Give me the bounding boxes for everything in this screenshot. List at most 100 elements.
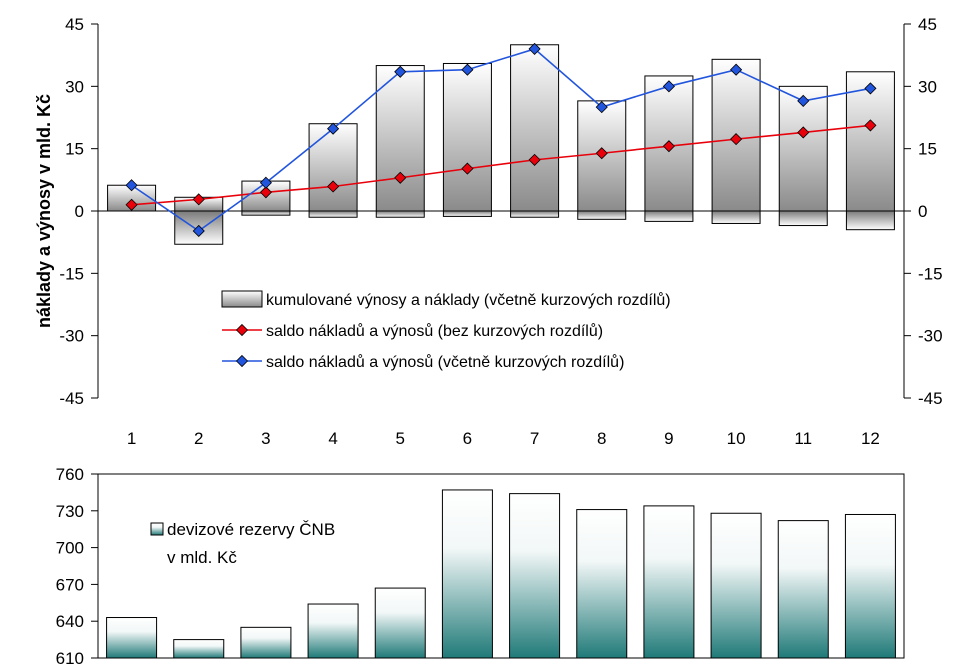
bar-negative [711, 210, 761, 224]
bar-positive [510, 44, 560, 212]
y-tick-label-right: -15 [918, 264, 943, 283]
y-tick-label: 760 [56, 465, 84, 484]
bar-positive [778, 85, 828, 212]
bar-negative [510, 210, 560, 218]
series-marker-2 [125, 179, 138, 192]
x-tick-label: 8 [597, 429, 606, 448]
bar [844, 513, 896, 659]
series-marker-1 [192, 193, 205, 206]
y-tick-label-right: 15 [918, 140, 937, 159]
y-tick-label-left: 45 [65, 15, 84, 34]
bar-positive [845, 71, 895, 212]
bar [240, 626, 292, 659]
bar-negative [778, 210, 828, 227]
x-tick-label: 2 [194, 429, 203, 448]
bottom-chart: 760 730 700 670 640 610 devizové rezervy ČNB v … [56, 465, 905, 668]
series-marker-1 [662, 140, 675, 153]
x-tick-label: 7 [530, 429, 539, 448]
y-axis-title: náklady a výnosy v mld. Kč [34, 94, 54, 328]
series-marker-1 [394, 171, 407, 184]
y-tick-label: 640 [56, 612, 84, 631]
series-marker-2 [730, 63, 743, 76]
legend-marker-1 [235, 323, 249, 337]
x-tick-label: 9 [664, 429, 673, 448]
series-marker-2 [662, 80, 675, 93]
y-tick-label-right: -45 [918, 389, 943, 408]
series-marker-1 [327, 180, 340, 193]
legend-label-bars: kumulované výnosy a náklady (včetně kurz… [266, 291, 671, 309]
bar-positive [308, 123, 358, 212]
legend-marker-2 [235, 354, 249, 368]
y-tick-label-left: 15 [65, 140, 84, 159]
y-tick-label: 730 [56, 502, 84, 521]
series-line-2 [131, 48, 871, 232]
legend-swatch-bars [221, 290, 263, 308]
series-marker-2 [327, 122, 340, 135]
x-tick-label: 10 [727, 429, 746, 448]
series-marker-1 [730, 133, 743, 146]
legend-label-line2: v mld. Kč [167, 548, 237, 567]
bar [106, 617, 158, 659]
y-tick-label-left: 30 [65, 77, 84, 96]
bar-negative [375, 210, 425, 218]
bar [576, 509, 628, 659]
bar-negative [241, 210, 291, 216]
y-tick-label-left: 0 [75, 202, 84, 221]
series-marker-1 [864, 119, 877, 132]
bar [509, 493, 561, 659]
legend-swatch [150, 522, 164, 536]
bar [307, 603, 359, 659]
y-tick-label-left: -30 [59, 327, 84, 346]
y-tick-label: 610 [56, 649, 84, 664]
series-marker-2 [595, 101, 608, 114]
bar [643, 505, 695, 659]
y-tick-label-right: -30 [918, 327, 943, 346]
bar-negative [308, 210, 358, 218]
x-tick-label: 1 [127, 429, 136, 448]
bar [173, 639, 225, 659]
x-tick-label: 4 [328, 429, 337, 448]
bar-negative [845, 210, 895, 231]
series-marker-1 [259, 186, 272, 199]
bar [441, 489, 493, 659]
series-marker-1 [797, 126, 810, 139]
y-tick-label-left: -45 [59, 389, 84, 408]
bar [777, 520, 829, 659]
bar-negative [644, 210, 694, 222]
series-marker-2 [864, 82, 877, 95]
y-tick-label-right: 30 [918, 77, 937, 96]
bar-positive [442, 62, 492, 212]
legend-label-2: saldo nákladů a výnosů (včetně kurzových… [266, 353, 624, 371]
x-tick-label: 11 [794, 429, 812, 448]
x-tick-label: 6 [463, 429, 472, 448]
bar [710, 512, 762, 659]
series-marker-1 [595, 147, 608, 160]
y-tick-label-right: 45 [918, 15, 937, 34]
legend-label-line1: devizové rezervy ČNB [167, 520, 335, 539]
series-marker-2 [394, 65, 407, 78]
series-marker-1 [461, 162, 474, 175]
series-marker-2 [461, 63, 474, 76]
series-marker-2 [797, 94, 810, 107]
y-tick-label: 700 [56, 539, 84, 558]
bar [374, 587, 426, 659]
x-tick-label: 5 [396, 429, 405, 448]
series-marker-2 [192, 224, 205, 238]
bar-positive [375, 65, 425, 212]
legend-label-1: saldo nákladů a výnosů (bez kurzových ro… [266, 322, 603, 340]
bar-negative [442, 210, 492, 217]
y-tick-label: 670 [56, 575, 84, 594]
x-tick-label: 3 [261, 429, 270, 448]
x-tick-label: 12 [861, 429, 880, 448]
series-marker-1 [125, 198, 138, 211]
series-marker-1 [528, 153, 541, 166]
series-marker-2 [259, 176, 272, 189]
series-line-1 [131, 124, 871, 206]
series-marker-2 [528, 42, 541, 55]
y-tick-label-right: 0 [918, 202, 927, 221]
y-tick-label-left: -15 [59, 264, 84, 283]
plot-frame [97, 473, 905, 659]
